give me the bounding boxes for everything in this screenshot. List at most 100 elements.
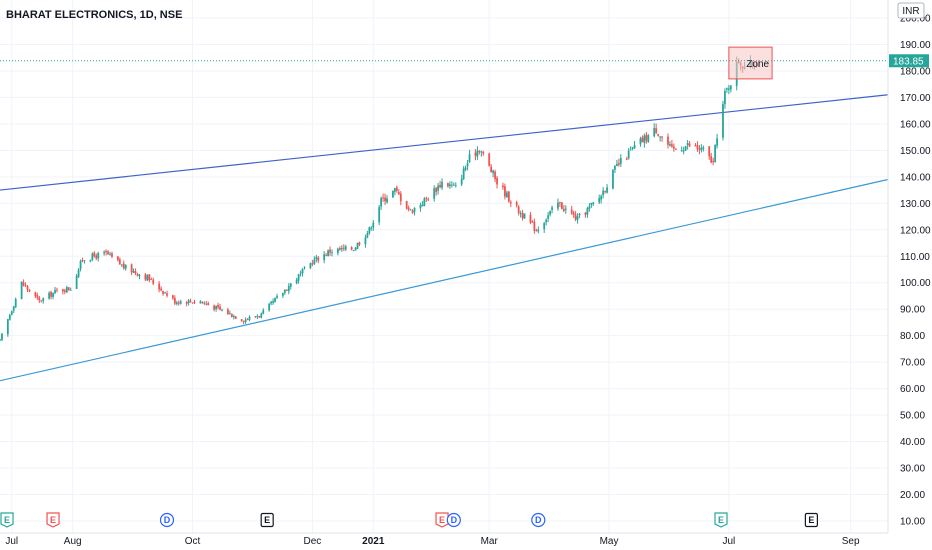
price-axis[interactable]: 10.00 20.00 30.00 40.00 50.00 60.00 70.00 80.00… bbox=[889, 14, 931, 528]
candle bbox=[173, 295, 176, 306]
candle-body bbox=[256, 316, 259, 318]
candle-body bbox=[631, 147, 634, 149]
candle bbox=[254, 316, 257, 318]
event-marker-shape bbox=[714, 512, 728, 528]
candle bbox=[688, 141, 691, 148]
candle bbox=[460, 174, 463, 187]
event-marker-d[interactable]: D bbox=[446, 512, 461, 528]
candle bbox=[507, 190, 510, 203]
candle bbox=[329, 246, 331, 256]
candle bbox=[380, 196, 383, 210]
event-marker-e[interactable]: E bbox=[714, 512, 728, 528]
candle bbox=[309, 262, 312, 270]
candle-body bbox=[407, 207, 410, 210]
candle-body bbox=[537, 229, 540, 232]
candle-body bbox=[136, 274, 139, 276]
event-marker-e[interactable]: E bbox=[804, 512, 818, 528]
y-tick-label: 170.00 bbox=[900, 93, 931, 104]
candle bbox=[323, 251, 326, 264]
candle bbox=[529, 212, 532, 225]
x-tick-label: Aug bbox=[64, 536, 82, 547]
candle-body bbox=[425, 198, 428, 200]
event-marker-d[interactable]: D bbox=[159, 512, 175, 528]
candle-body bbox=[329, 249, 331, 253]
candle bbox=[10, 310, 13, 316]
candle-body bbox=[576, 216, 579, 220]
candle bbox=[350, 246, 353, 251]
zone-box[interactable]: Zone bbox=[728, 46, 773, 80]
candle bbox=[584, 212, 587, 218]
candle-body bbox=[559, 202, 561, 204]
candle-body bbox=[657, 134, 660, 136]
candle-body bbox=[344, 246, 347, 250]
event-marker-e[interactable]: E bbox=[46, 512, 60, 528]
candle-body bbox=[297, 274, 300, 281]
zone-rectangle[interactable] bbox=[728, 46, 773, 80]
candle-body bbox=[325, 255, 328, 256]
candle bbox=[120, 264, 123, 267]
candle bbox=[393, 187, 396, 196]
candle bbox=[492, 169, 495, 178]
candle bbox=[478, 150, 481, 155]
candle bbox=[54, 286, 56, 294]
candle-body bbox=[193, 302, 196, 303]
candle-body bbox=[342, 247, 345, 249]
candle bbox=[694, 143, 697, 147]
candle-body bbox=[323, 254, 326, 261]
candle-body bbox=[189, 301, 192, 302]
candle bbox=[311, 259, 314, 267]
currency-badge[interactable]: INR bbox=[897, 2, 925, 19]
candle bbox=[419, 202, 422, 212]
y-tick-label: 200.00 bbox=[900, 14, 931, 25]
candle-body bbox=[448, 184, 451, 187]
y-tick-label: 160.00 bbox=[900, 119, 931, 130]
candle-body bbox=[393, 188, 396, 192]
event-marker-e[interactable]: E bbox=[435, 512, 449, 528]
candle bbox=[437, 182, 440, 195]
candle bbox=[670, 140, 673, 148]
candle-body bbox=[604, 190, 606, 192]
candle bbox=[667, 133, 669, 149]
candle-body bbox=[617, 163, 620, 165]
candle bbox=[109, 251, 111, 256]
trendline-upper[interactable] bbox=[0, 94, 889, 191]
candle-body bbox=[395, 187, 398, 191]
event-marker-e[interactable]: E bbox=[0, 512, 14, 528]
candle bbox=[299, 270, 302, 277]
candle-body bbox=[684, 146, 687, 151]
trendline-lower[interactable] bbox=[0, 178, 889, 382]
candle bbox=[175, 300, 178, 306]
candle-body bbox=[586, 208, 589, 215]
candle-body bbox=[694, 145, 697, 147]
candle bbox=[191, 302, 194, 304]
candle-body bbox=[52, 292, 54, 297]
event-marker-d[interactable]: D bbox=[531, 512, 546, 528]
trendlines[interactable] bbox=[0, 94, 889, 382]
candle-body bbox=[162, 291, 164, 294]
candle-body bbox=[230, 313, 233, 317]
candle-body bbox=[69, 289, 72, 291]
candle bbox=[684, 145, 687, 152]
candle-body bbox=[560, 202, 563, 209]
event-marker-letter: D bbox=[164, 515, 171, 525]
candle bbox=[370, 226, 373, 231]
candle-body bbox=[627, 150, 630, 159]
event-marker-e[interactable]: E bbox=[260, 512, 274, 528]
candle-body bbox=[399, 193, 402, 202]
candle bbox=[67, 287, 70, 291]
time-axis[interactable]: Jul Aug Oct Dec 2021 Mar May Jul Sep bbox=[5, 536, 860, 547]
candle bbox=[256, 314, 259, 320]
candle bbox=[164, 291, 166, 294]
candle bbox=[502, 182, 504, 190]
candle-body bbox=[669, 144, 671, 146]
candle-body bbox=[509, 202, 512, 204]
candle bbox=[598, 194, 601, 205]
candle bbox=[629, 146, 632, 151]
candle bbox=[564, 205, 567, 214]
candle-body bbox=[124, 264, 127, 269]
event-marker-shape bbox=[446, 512, 461, 528]
chart-title: BHARAT ELECTRONICS, 1D, NSE bbox=[6, 9, 182, 21]
candle-body bbox=[260, 313, 263, 318]
